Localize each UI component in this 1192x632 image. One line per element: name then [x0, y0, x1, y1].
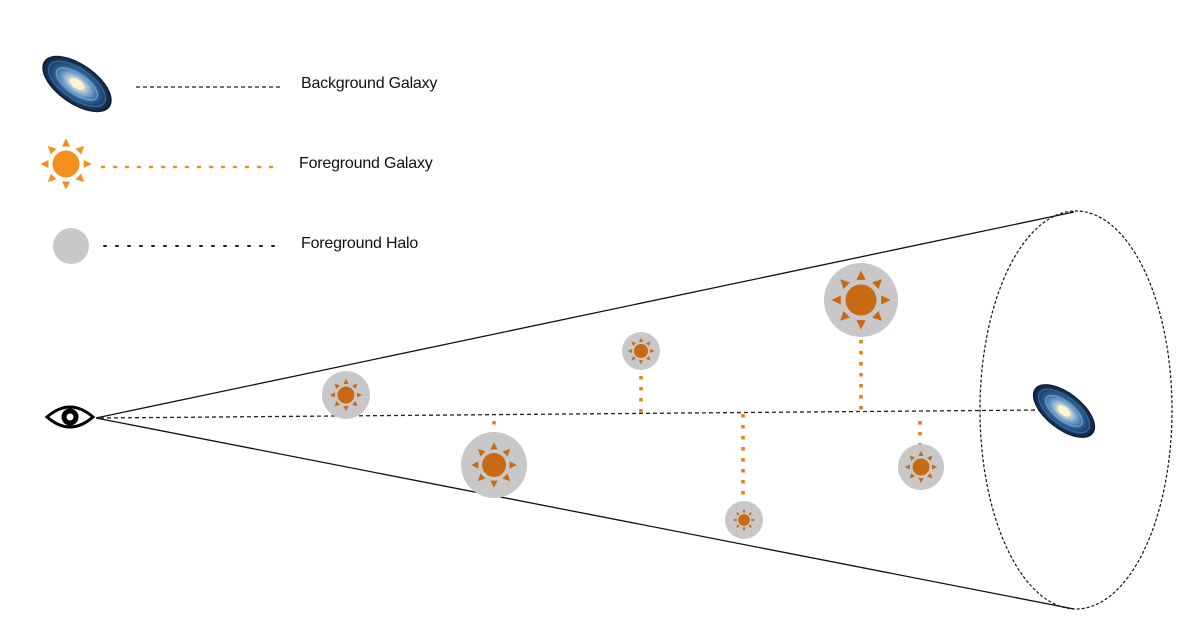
- sun-galaxy-icon: [329, 378, 363, 412]
- sun-galaxy-icon: [831, 270, 891, 330]
- cone-upper-edge: [95, 211, 1075, 419]
- sun-galaxy-icon: [732, 508, 756, 532]
- sun-galaxy-icon: [40, 138, 92, 190]
- background-galaxy: [1022, 373, 1106, 449]
- legend-item-foreground-galaxy: [40, 138, 284, 190]
- legend-item-foreground-halo: [53, 228, 283, 264]
- spiral-galaxy-icon: [31, 43, 123, 125]
- halo-galaxy-2: [461, 432, 527, 498]
- legend-item-background-galaxy: [31, 43, 282, 125]
- sun-galaxy-icon: [904, 450, 938, 484]
- legend: [31, 43, 284, 264]
- halo-circle-icon: [53, 228, 89, 264]
- halo-galaxy-5: [824, 263, 898, 337]
- halo-galaxy-6: [898, 444, 944, 490]
- halo-galaxy-3: [622, 332, 660, 370]
- foreground-objects: [322, 263, 944, 539]
- legend-label-foreground-galaxy: Foreground Galaxy: [299, 155, 433, 172]
- halo-galaxy-1: [322, 371, 370, 419]
- sun-galaxy-icon: [471, 442, 517, 488]
- sun-galaxy-icon: [627, 337, 655, 365]
- legend-label-foreground-halo: Foreground Halo: [301, 235, 419, 252]
- cone-lower-edge: [95, 417, 1075, 610]
- cone-base-ellipse: [979, 210, 1173, 610]
- line-of-sight: [99, 409, 1041, 419]
- eye-icon: [44, 405, 96, 429]
- light-cone: [95, 210, 1173, 610]
- legend-label-background-galaxy: Background Galaxy: [301, 75, 438, 92]
- halo-galaxy-4: [725, 501, 763, 539]
